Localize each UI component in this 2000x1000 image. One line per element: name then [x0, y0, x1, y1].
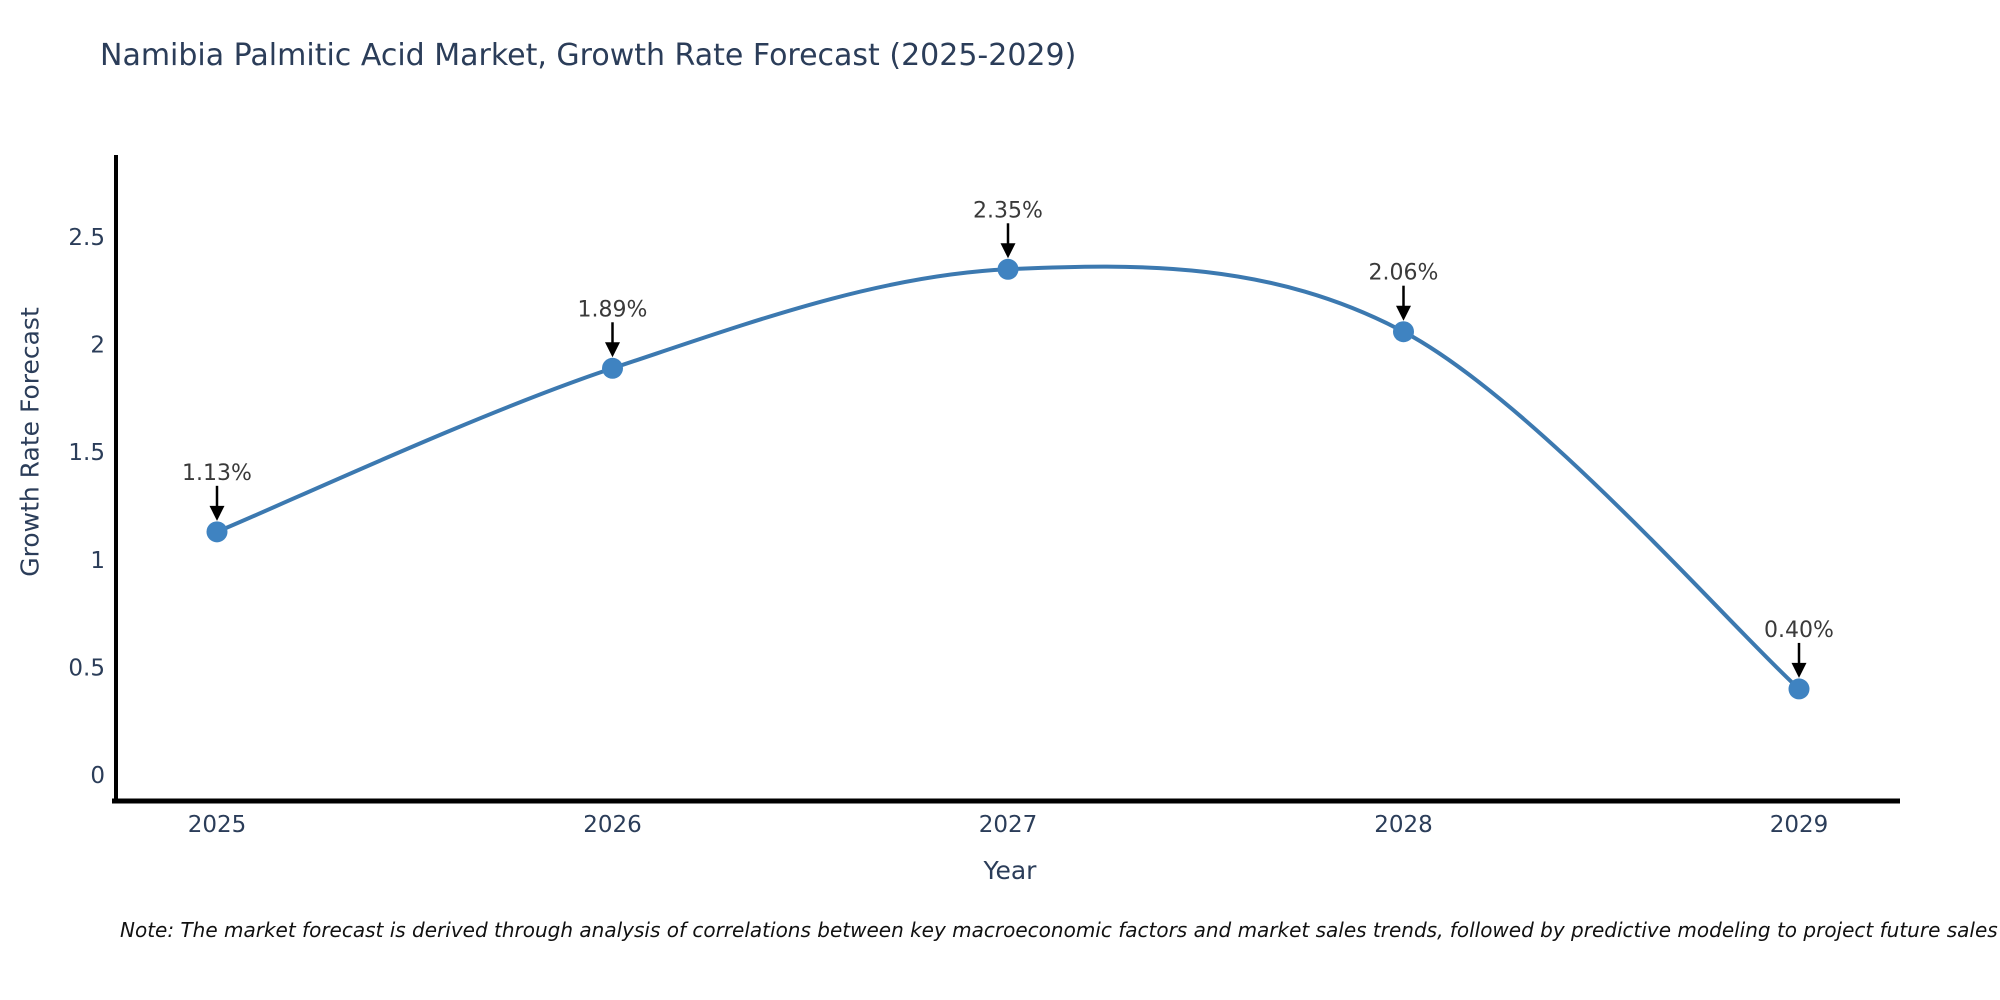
annotation-label: 2.35% — [973, 198, 1043, 223]
x-tick-label: 2029 — [1770, 812, 1829, 838]
annotation-label: 2.06% — [1369, 261, 1439, 286]
annotation-arrowhead — [1396, 305, 1411, 321]
forecast-line — [216, 264, 1801, 691]
y-tick-label: 0 — [90, 763, 105, 789]
y-tick-label: 2 — [90, 333, 105, 359]
data-point-marker — [602, 357, 623, 379]
annotation-arrowhead — [209, 505, 225, 521]
x-tick-label: 2025 — [188, 812, 247, 838]
data-point-marker — [1393, 321, 1414, 343]
annotation-label: 0.40% — [1764, 618, 1834, 643]
annotation-arrowhead — [1791, 662, 1807, 678]
data-point-marker — [1788, 678, 1810, 700]
x-axis-title: Year — [983, 856, 1037, 885]
y-tick-label: 2.5 — [68, 225, 105, 251]
x-tick-label: 2027 — [979, 812, 1038, 838]
x-tick-label: 2028 — [1374, 812, 1433, 838]
footnote: Note: The market forecast is derived thr… — [120, 918, 1998, 942]
chart-title: Namibia Palmitic Acid Market, Growth Rat… — [100, 38, 1077, 73]
annotation-label: 1.89% — [578, 297, 648, 322]
data-point-marker — [997, 258, 1019, 280]
x-tick-label: 2026 — [583, 812, 642, 838]
y-tick-label: 0.5 — [68, 655, 105, 681]
y-tick-label: 1.5 — [68, 440, 105, 466]
y-tick-label: 1 — [90, 548, 105, 574]
annotation-arrowhead — [1000, 243, 1016, 259]
annotation-arrowhead — [605, 342, 620, 358]
annotation-label: 1.13% — [182, 461, 252, 486]
data-point-marker — [206, 521, 228, 543]
